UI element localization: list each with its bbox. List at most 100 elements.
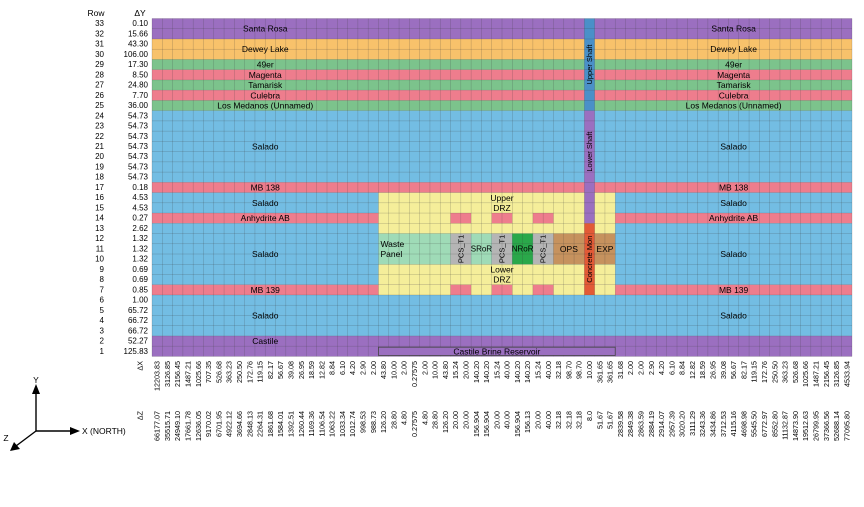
upper-shaft — [584, 18, 595, 111]
dx-header: ΔX — [136, 361, 145, 371]
dx-value: 8.84 — [328, 361, 337, 375]
dy-value: 54.73 — [128, 173, 149, 182]
dy-header: ΔY — [134, 8, 146, 18]
dy-value: 0.69 — [132, 265, 148, 274]
row-number: 31 — [95, 40, 104, 49]
z-axis-line — [15, 430, 37, 447]
santa-rosa-right-label: Santa Rosa — [711, 24, 756, 34]
dz-value: 1033.34 — [338, 411, 347, 437]
row-number: 27 — [95, 81, 104, 90]
row-number: 10 — [95, 255, 104, 264]
lower-shaft-label: Lower Shaft — [585, 131, 594, 172]
tamarisk-right-label: Tamarisk — [717, 80, 752, 90]
salado-bottom-left-label: Salado — [252, 310, 279, 320]
pcs-t1-left-label: PCS_T1 — [456, 235, 465, 263]
dx-value: 43.80 — [379, 361, 388, 379]
dz-value: 28.80 — [389, 411, 398, 429]
x-axis-arrowhead — [70, 427, 80, 435]
dx-value: 1025.66 — [801, 361, 810, 387]
salado-upper-right-label: Salado — [720, 142, 747, 152]
band-los-medanos — [152, 100, 852, 111]
dx-value: 26.95 — [297, 361, 306, 379]
nror-region — [512, 233, 533, 265]
dz-value: 12636.05 — [194, 411, 203, 441]
dx-value: 20.00 — [461, 361, 470, 379]
row-number: 7 — [100, 285, 105, 294]
dx-value: 40.00 — [544, 361, 553, 379]
z-axis-label: Z — [3, 433, 8, 443]
dy-value: 2.62 — [132, 224, 148, 233]
dz-value: 26799.95 — [811, 411, 820, 441]
dz-value: 24949.10 — [173, 411, 182, 441]
dx-value: 2156.45 — [822, 361, 831, 387]
dx-value: 172.76 — [245, 361, 254, 383]
pcs-t1-left — [450, 233, 472, 265]
dy-value: 54.73 — [128, 132, 149, 141]
dy-value: 54.73 — [128, 111, 149, 120]
dy-value: 24.80 — [128, 81, 149, 90]
dy-value: 66.72 — [128, 316, 149, 325]
mb138-left-label: MB 138 — [251, 182, 281, 192]
anhydrite-ab-left-label: Anhydrite AB — [241, 213, 290, 223]
dx-value: 361.65 — [595, 361, 604, 383]
dz-value: 52688.14 — [832, 411, 841, 441]
exp-region — [594, 233, 616, 265]
dx-value: 2.00 — [626, 361, 635, 375]
band-salado-bottom — [152, 294, 852, 336]
dz-header: ΔZ — [136, 410, 145, 420]
band-castile — [152, 335, 852, 357]
shaft-drz — [584, 192, 595, 224]
dy-value: 4.53 — [132, 193, 148, 202]
dz-value: 6701.95 — [214, 411, 223, 437]
dz-value: 156.904 — [472, 411, 481, 437]
magenta-left-label: Magenta — [249, 70, 282, 80]
row-number: 24 — [95, 111, 104, 120]
dz-value: 1861.68 — [266, 411, 275, 437]
dz-value: 1392.51 — [286, 411, 295, 437]
salado-upper-left-label: Salado — [252, 142, 279, 152]
band-dewey-lake — [152, 38, 852, 60]
dy-value: 0.18 — [132, 183, 148, 192]
dy-value: 65.72 — [128, 306, 149, 315]
culebra-right-label: Culebra — [719, 90, 749, 100]
dz-value: 3020.20 — [678, 411, 687, 437]
dy-value: 125.83 — [124, 347, 149, 356]
dz-value: 0.27575 — [410, 411, 419, 437]
dz-value: 4.80 — [420, 411, 429, 425]
dz-value: 3694.66 — [235, 411, 244, 437]
row-number: 9 — [100, 265, 105, 274]
dx-value: 2.00 — [369, 361, 378, 375]
dx-value: 361.65 — [606, 361, 615, 383]
dx-value: 172.76 — [760, 361, 769, 383]
dx-value: 15.24 — [534, 361, 543, 379]
dz-value: 20.00 — [451, 411, 460, 429]
dx-value: 2.90 — [359, 361, 368, 375]
dz-value: 3111.29 — [688, 411, 697, 436]
dx-value: 4533.94 — [842, 361, 851, 387]
dz-value: 28.80 — [431, 411, 440, 429]
y-axis-label: Y — [33, 375, 39, 385]
dx-value: 98.70 — [564, 361, 573, 379]
salado-mid-right-label: Salado — [720, 198, 747, 208]
dy-value: 0.27 — [132, 214, 148, 223]
dz-value: 1584.01 — [276, 411, 285, 437]
dx-value: 140.20 — [523, 361, 532, 383]
dx-value: 6.10 — [338, 361, 347, 375]
dz-value: 77095.80 — [842, 411, 851, 441]
dx-value: 43.80 — [441, 361, 450, 379]
dy-value: 36.00 — [128, 101, 149, 110]
dy-value: 17.30 — [128, 60, 149, 69]
lower-drz-label: Lower DRZ — [490, 265, 513, 285]
x-axis-label: X (NORTH) — [82, 426, 126, 436]
drz-marker-lower-1 — [450, 284, 472, 295]
dx-value: 12.82 — [688, 361, 697, 379]
dz-value: 1063.22 — [328, 411, 337, 437]
dx-value: 26.95 — [709, 361, 718, 379]
dx-value: 2.00 — [420, 361, 429, 375]
row-number: 26 — [95, 91, 104, 100]
band-culebra — [152, 90, 852, 101]
dx-value: 39.08 — [719, 361, 728, 379]
nror-label: NRoR — [512, 244, 534, 253]
castile-brine-label: Castile Brine Reservoir — [453, 346, 540, 356]
